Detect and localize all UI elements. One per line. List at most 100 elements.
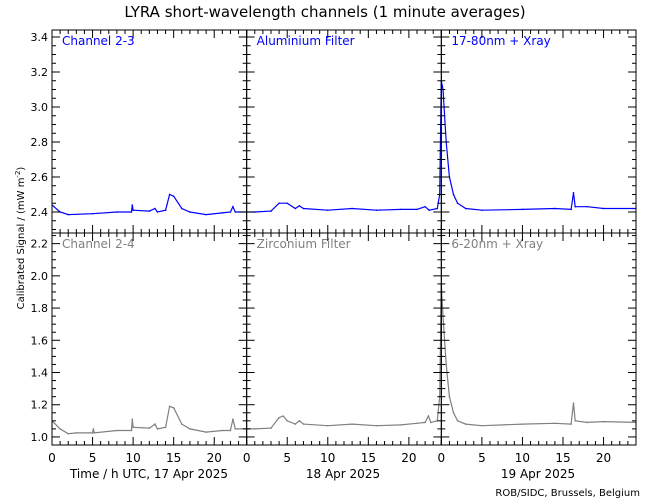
data-point (294, 207, 297, 210)
data-point (302, 423, 305, 425)
series-line-row-1 (52, 80, 636, 216)
series-line-row-2 (52, 283, 636, 435)
data-point (481, 424, 483, 427)
data-point (282, 415, 284, 417)
data-point (452, 411, 455, 414)
y-tick-label: 1.0 (31, 431, 49, 444)
data-point (602, 420, 605, 423)
data-point (286, 202, 289, 205)
x-tick-label: 10 (515, 451, 530, 465)
panel-frame (246, 29, 442, 234)
data-point (172, 195, 175, 198)
data-point (154, 207, 156, 210)
data-point (92, 428, 95, 430)
data-point (132, 209, 134, 212)
data-point (326, 424, 329, 427)
data-point (67, 213, 70, 216)
data-point (572, 402, 575, 404)
data-point (586, 421, 589, 424)
y-tick-label: 1.4 (31, 367, 49, 380)
data-point (205, 431, 207, 433)
credit: ROB/SIDC, Brussels, Belgium (495, 488, 640, 499)
data-point (445, 363, 448, 366)
data-point (270, 210, 272, 212)
y-axis-title: Calibrated Signal / (mW m-2) (14, 167, 27, 310)
y-tick-label: 3.2 (31, 66, 49, 79)
data-point (298, 205, 301, 207)
data-point (399, 208, 402, 211)
data-point (229, 211, 232, 213)
data-point (130, 211, 133, 213)
panel-frame (51, 232, 248, 446)
x-tick-label: 10 (320, 451, 335, 465)
panel-label: 17-80nm + Xray (451, 34, 550, 48)
data-point (229, 429, 232, 432)
data-point (554, 422, 556, 425)
data-point (456, 202, 459, 205)
data-point (424, 421, 426, 424)
data-point (234, 211, 237, 213)
data-point (131, 418, 134, 421)
data-point (270, 427, 272, 429)
data-point (189, 211, 191, 213)
data-point (168, 193, 171, 196)
data-point (302, 207, 305, 210)
data-point (234, 428, 237, 430)
data-point (586, 205, 589, 208)
data-point (116, 429, 118, 432)
data-point (416, 208, 418, 211)
data-point (574, 205, 576, 208)
y-tick-label: 1.2 (31, 399, 49, 412)
y-axis-title-close: ) (16, 167, 27, 171)
data-point (131, 204, 134, 206)
data-point (351, 207, 353, 210)
data-point (399, 424, 402, 426)
data-point (164, 426, 167, 429)
chart-title: LYRA short-wavelength channels (1 minute… (124, 3, 525, 21)
data-point (427, 415, 430, 417)
data-point (253, 428, 256, 430)
y-tick-label: 2.6 (31, 171, 49, 184)
data-point (375, 424, 378, 427)
y-tick-label: 2.4 (31, 206, 49, 219)
data-point (180, 207, 183, 210)
data-point (326, 209, 329, 212)
x-tick-label: 5 (478, 451, 486, 465)
data-point (116, 211, 118, 213)
data-point (574, 420, 576, 422)
data-point (570, 208, 572, 211)
x-tick-label: 15 (555, 451, 570, 465)
data-point (132, 426, 134, 429)
data-point (156, 428, 159, 430)
panel-frame (51, 29, 248, 234)
data-point (554, 207, 556, 210)
data-point (59, 428, 61, 430)
x-tick-label: 10 (125, 451, 140, 465)
data-point (168, 405, 171, 408)
data-point (429, 421, 432, 424)
panel-frame (440, 29, 637, 234)
data-point (278, 202, 280, 205)
data-point (424, 205, 426, 208)
x-axis-title: Time / h UTC, 17 Apr 2025 (69, 467, 228, 481)
x-tick-label: 15 (166, 451, 181, 465)
data-point (448, 395, 451, 398)
data-point (130, 429, 133, 432)
data-point (351, 423, 353, 425)
data-point (481, 209, 483, 212)
panel-label: 6-20nm + Xray (451, 237, 543, 251)
data-point (91, 212, 94, 215)
data-point (232, 418, 234, 421)
panel-frame (440, 232, 637, 446)
data-point (464, 423, 467, 425)
panel-label: Zirconium Filter (257, 237, 351, 251)
data-point (521, 208, 524, 211)
x-tick-label: 0 (48, 451, 56, 465)
data-point (456, 420, 459, 422)
panel-label: Channel 2-3 (62, 34, 135, 48)
y-tick-label: 2.0 (31, 270, 49, 283)
x-tick-label: 0 (438, 451, 446, 465)
x-tick-label: 5 (283, 451, 291, 465)
y-tick-label: 2.8 (31, 136, 49, 149)
data-point (452, 193, 455, 196)
